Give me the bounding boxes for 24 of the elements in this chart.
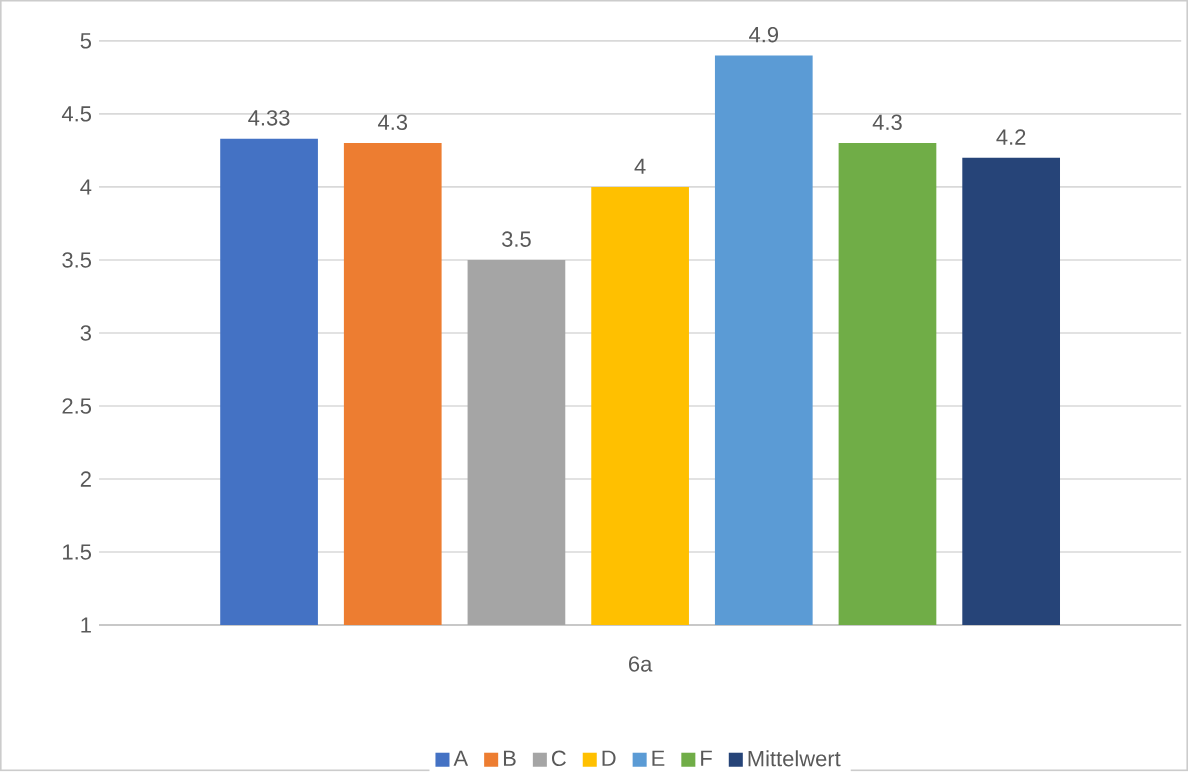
legend-label: D <box>602 750 616 766</box>
legend-label: F <box>701 750 712 766</box>
y-tick-label: 3.5 <box>62 252 92 268</box>
legend-label: Mittelwert <box>748 750 841 767</box>
legend-label: E <box>652 750 665 766</box>
y-tick-label: 1 <box>81 617 91 633</box>
data-label: 3.5 <box>502 231 531 247</box>
x-tick-label: 6a <box>629 656 653 672</box>
data-label: 4.9 <box>749 26 779 43</box>
y-tick-label: 2.5 <box>62 398 92 414</box>
data-label: 4 <box>634 158 646 174</box>
y-tick-label: 4 <box>80 179 92 195</box>
data-label: 4.3 <box>377 114 408 130</box>
data-label: 4.3 <box>872 114 902 130</box>
y-tick-label: 3 <box>80 325 91 341</box>
legend-label: A <box>453 750 469 766</box>
data-label: 4.33 <box>248 110 290 126</box>
y-tick-label: 2 <box>80 471 91 487</box>
legend-label: B <box>503 750 516 766</box>
y-tick-label: 5 <box>80 33 92 49</box>
data-label: 4.2 <box>996 129 1026 145</box>
legend-label: C <box>551 750 566 767</box>
y-tick-label: 1.5 <box>63 544 92 560</box>
y-tick-label: 4.5 <box>61 106 92 122</box>
